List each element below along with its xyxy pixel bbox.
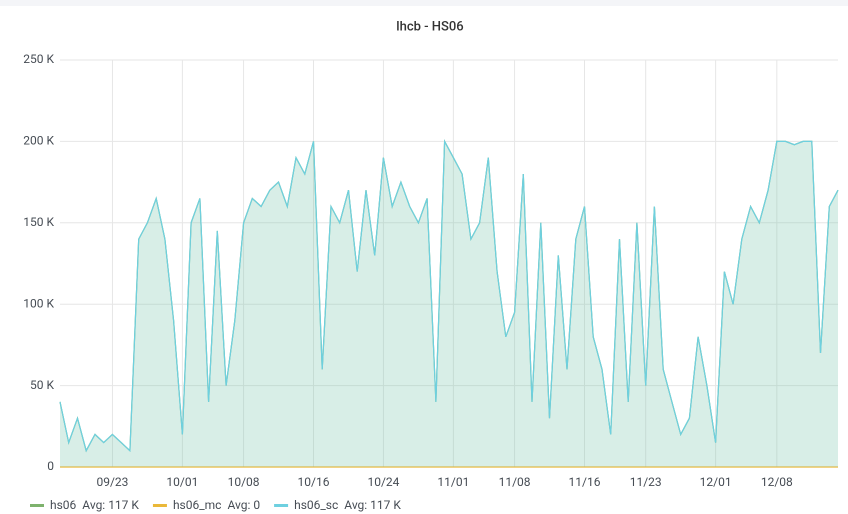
y-tick-label: 50 K [30,378,54,392]
line [59,139,839,453]
legend-avg: Avg: 117 K [344,498,401,512]
x-tick-label: 10/01 [166,475,198,489]
legend-swatch [30,504,44,507]
x-tick-label: 09/23 [96,475,128,489]
legend-avg: Avg: 0 [227,498,260,512]
legend-name: hs06_mc [173,498,222,512]
y-tick-label: 250 K [23,52,54,66]
legend-swatch [274,504,289,507]
y-tick-label: 0 [47,459,54,473]
y-tick-label: 200 K [23,134,54,148]
x-tick-label: 10/24 [367,475,399,489]
legend-name: hs06 [50,498,77,512]
x-tick-label: 11/23 [630,475,662,489]
panel-top [0,0,848,6]
y-tick-label: 100 K [23,296,54,310]
x-tick-label: 11/01 [437,475,469,489]
x-tick-label: 12/01 [700,475,732,489]
legend-avg: Avg: 117 K [82,498,139,512]
x-tick-label: 10/08 [228,475,260,489]
x-tick-label: 10/16 [298,475,330,489]
x-tick-label: 12/08 [761,475,793,489]
area [60,141,838,467]
legend-name: hs06_sc [294,498,338,512]
legend-swatch [152,504,167,507]
x-tick-label: 11/16 [569,475,601,489]
chart-title: lhcb - HS06 [396,19,463,34]
area [60,141,838,467]
x-tick-label: 11/08 [499,475,531,489]
y-tick-label: 150 K [23,215,54,229]
